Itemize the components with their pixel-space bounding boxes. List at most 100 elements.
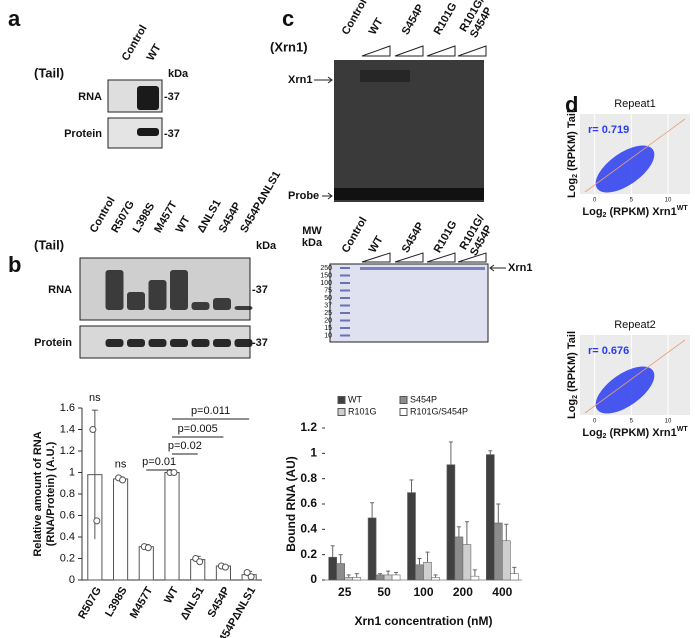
wedge: [394, 45, 424, 57]
gel-band: [234, 306, 253, 310]
ladder-band: [340, 312, 350, 314]
legend-label: WT: [348, 394, 362, 404]
y-axis-label-part: Log: [566, 399, 578, 419]
gel-band: [137, 128, 159, 136]
bar: [391, 574, 401, 581]
y-axis-label: Bound RNA (AU): [284, 456, 298, 552]
bar: [352, 577, 362, 581]
bar: [375, 574, 385, 581]
band-label: Xrn1: [508, 262, 532, 274]
gel-band: [105, 270, 124, 310]
marker-label: 25: [324, 310, 332, 317]
row-label: Protein: [34, 337, 72, 349]
marker-label: 20: [324, 317, 332, 324]
bar: [431, 577, 440, 581]
x-tick-label: 100: [413, 585, 433, 599]
row-label: RNA: [78, 91, 102, 103]
chart-title: Repeat2: [614, 319, 656, 331]
bar: [138, 546, 154, 581]
x-tick-label: 50: [377, 585, 391, 599]
y-tick-label: 0.8: [60, 488, 75, 500]
data-point: [221, 563, 229, 571]
bar: [446, 464, 456, 581]
x-axis-label-part: WT: [677, 426, 689, 433]
bar: [423, 561, 432, 581]
lane-label: Control: [340, 215, 370, 255]
gel-band: [360, 267, 485, 270]
marker-label: -37: [252, 337, 268, 349]
y-tick-label: 0.4: [300, 522, 317, 536]
gel-band: [170, 339, 188, 347]
chart-title: Repeat1: [614, 98, 656, 110]
x-tick-label: 0: [593, 198, 597, 204]
wedge: [426, 252, 456, 263]
y-tick-label: 0: [310, 572, 317, 586]
annotation: ns: [89, 392, 101, 404]
x-axis-label-part: (RPKM) Xrn1: [606, 206, 676, 218]
annotation: p=0.01: [142, 456, 176, 468]
x-axis-label: Log2 (RPKM) Xrn1WT: [582, 426, 688, 440]
unit: kDa: [302, 237, 323, 249]
lane-label: Control: [340, 0, 370, 37]
lane-label: WT: [367, 16, 386, 37]
bar: [501, 540, 511, 581]
lane-label: WT: [367, 234, 386, 255]
gel: [329, 263, 489, 343]
lane-label: R101G: [432, 1, 460, 37]
band-label: Xrn1: [288, 74, 312, 86]
ladder-band: [340, 289, 350, 292]
bar: [383, 574, 393, 581]
gel-band: [213, 298, 231, 310]
x-axis-label-part: Log: [582, 206, 602, 218]
arrow: [314, 76, 333, 84]
fit-line: [584, 339, 686, 414]
correlation: r= 0.719: [588, 124, 629, 136]
bar: [470, 575, 480, 581]
ladder-band: [340, 282, 350, 284]
gel: [334, 60, 484, 202]
condition: (Tail): [34, 65, 64, 80]
row-label: RNA: [48, 284, 72, 296]
y-tick-label: 1.4: [60, 423, 75, 435]
marker-label: 10: [324, 332, 332, 339]
panel-label: b: [8, 252, 21, 277]
x-axis-label-part: WT: [677, 205, 689, 212]
y-tick-label: 1: [310, 446, 317, 460]
data-point: [196, 558, 204, 566]
bar: [454, 536, 464, 581]
x-axis-label-part: 2: [603, 433, 607, 440]
lane-label: S454P: [400, 220, 427, 255]
x-tick-label: R507G: [76, 585, 104, 621]
x-tick-label: ΔNLS1: [178, 585, 206, 622]
y-tick-label: 0.6: [300, 496, 317, 510]
annotation: p=0.02: [168, 440, 202, 452]
legend-swatch: [337, 408, 346, 416]
marker-label: 250: [320, 265, 332, 272]
lane-label: R101G/S454P: [458, 213, 498, 258]
marker-label: -37: [252, 284, 268, 296]
wedge: [361, 252, 391, 263]
gel-band: [213, 339, 231, 347]
legend-label: S454P: [410, 394, 437, 404]
condition: (Xrn1): [270, 39, 308, 54]
lane-label: R101G: [432, 219, 460, 255]
wedge: [394, 252, 424, 263]
gel-smear: [360, 70, 410, 82]
panel-label: c: [282, 6, 294, 31]
lane-label: R101G/S454P: [458, 0, 498, 40]
x-tick-label: 10: [665, 198, 672, 204]
bar: [336, 563, 346, 581]
correlation: r= 0.676: [588, 345, 629, 357]
x-axis-label: Log2 (RPKM) Xrn1WT: [582, 205, 688, 219]
y-axis-label: Log2 (RPKM) Tail: [566, 110, 579, 198]
panel-label: a: [8, 6, 21, 31]
gel-band: [127, 339, 145, 347]
bar: [407, 492, 416, 581]
bar: [462, 544, 472, 581]
unit: kDa: [256, 240, 277, 252]
y-axis-label-part: 2: [572, 174, 579, 178]
data-point: [89, 426, 97, 433]
legend-swatch: [337, 396, 346, 404]
lane-label: S454P: [400, 2, 427, 37]
band-label: Probe: [288, 190, 319, 202]
